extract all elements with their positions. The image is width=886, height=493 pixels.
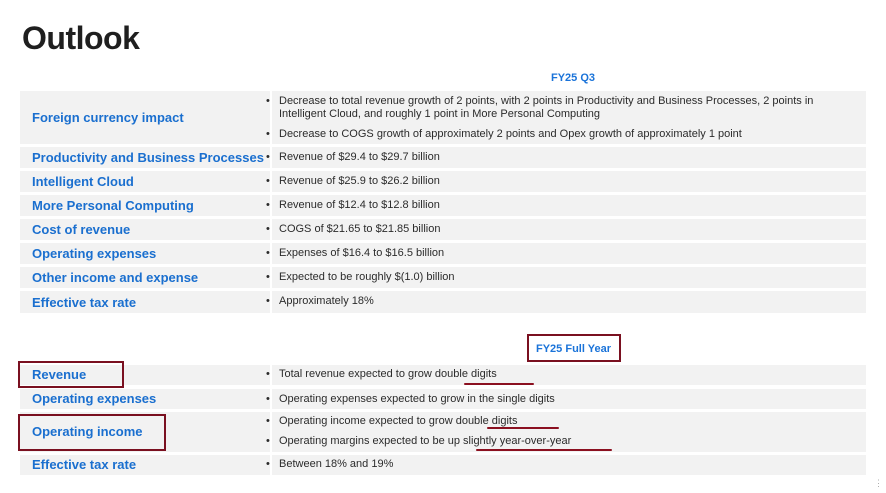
table-row: Foreign currency impact — [20, 91, 866, 144]
row-label: Intelligent Cloud — [32, 174, 134, 189]
corner-mark: ⋮ — [874, 478, 883, 488]
bullet-icon: • — [266, 415, 270, 427]
row-label: Productivity and Business Processes — [32, 150, 264, 165]
row-label: More Personal Computing — [32, 198, 194, 213]
row-divider — [270, 365, 272, 385]
row-label: Operating income — [32, 424, 143, 439]
bullet-text: Expenses of $16.4 to $16.5 billion — [279, 247, 445, 259]
table-row: Productivity and Business Processes — [20, 147, 866, 168]
bullet-icon: • — [266, 95, 270, 107]
table-row: Other income and expense — [20, 267, 866, 288]
table-row: Operating expenses — [20, 243, 866, 264]
table-row: Intelligent Cloud — [20, 171, 866, 192]
row-divider — [270, 171, 272, 192]
bullet-icon: • — [266, 199, 270, 211]
table-row: Revenue — [20, 365, 866, 385]
row-divider — [270, 195, 272, 216]
row-divider — [270, 291, 272, 313]
bullet-text: Between 18% and 19% — [279, 458, 394, 470]
row-divider — [270, 267, 272, 288]
bullet-text: Operating margins expected to be up slig… — [279, 435, 572, 447]
row-divider — [270, 389, 272, 409]
table-row: Effective tax rate — [20, 455, 866, 475]
row-label: Operating expenses — [32, 246, 157, 261]
bullet-icon: • — [266, 458, 270, 470]
bullet-icon: • — [266, 368, 270, 380]
table-row: Effective tax rate — [20, 291, 866, 313]
row-label: Operating expenses — [32, 391, 157, 406]
bullet-text: Approximately 18% — [279, 295, 374, 307]
bullet-text: Revenue of $25.9 to $26.2 billion — [279, 175, 440, 187]
annotation-underline — [476, 449, 612, 451]
bullet-text: Revenue of $29.4 to $29.7 billion — [279, 151, 440, 163]
row-divider — [270, 412, 272, 452]
row-label: Cost of revenue — [32, 222, 131, 237]
page-title: Outlook — [22, 20, 140, 56]
row-divider — [270, 243, 272, 264]
section-header-full-year: FY25 Full Year — [536, 343, 612, 355]
table-row: Operating income — [20, 412, 866, 452]
table-row: Cost of revenue — [20, 219, 866, 240]
row-divider — [270, 219, 272, 240]
bullet-text: Total revenue expected to grow double di… — [279, 368, 497, 380]
row-label: Effective tax rate — [32, 295, 137, 310]
annotation-box — [18, 414, 166, 451]
table-row: More Personal Computing — [20, 195, 866, 216]
bullet-icon: • — [266, 175, 270, 187]
bullet-icon: • — [266, 435, 270, 447]
row-label: Effective tax rate — [32, 457, 137, 472]
annotation-underline — [464, 383, 534, 385]
bullet-icon: • — [266, 151, 270, 163]
bullet-icon: • — [266, 128, 270, 140]
bullet-icon: • — [266, 247, 270, 259]
table-row: Operating expenses — [20, 389, 866, 409]
bullet-text: COGS of $21.65 to $21.85 billion — [279, 223, 441, 235]
annotation-box — [18, 361, 124, 388]
annotation-box — [527, 334, 621, 362]
bullet-text: Decrease to COGS growth of approximately… — [279, 128, 742, 140]
row-divider — [270, 455, 272, 475]
row-label: Revenue — [32, 367, 87, 382]
bullet-icon: • — [266, 295, 270, 307]
bullet-text: Operating expenses expected to grow in t… — [279, 393, 555, 405]
row-divider — [270, 147, 272, 168]
bullet-text: Expected to be roughly $(1.0) billion — [279, 271, 455, 283]
row-divider — [270, 91, 272, 144]
row-label: Other income and expense — [32, 270, 199, 285]
annotation-underline — [487, 427, 559, 429]
bullet-icon: • — [266, 271, 270, 283]
bullet-text: Revenue of $12.4 to $12.8 billion — [279, 199, 440, 211]
row-label: Foreign currency impact — [32, 110, 184, 125]
section-header-q3: FY25 Q3 — [551, 72, 596, 84]
bullet-text: Operating income expected to grow double… — [279, 415, 518, 427]
bullet-icon: • — [266, 393, 270, 405]
bullet-text: Decrease to total revenue growth of 2 po… — [279, 95, 814, 120]
bullet-icon: • — [266, 223, 270, 235]
